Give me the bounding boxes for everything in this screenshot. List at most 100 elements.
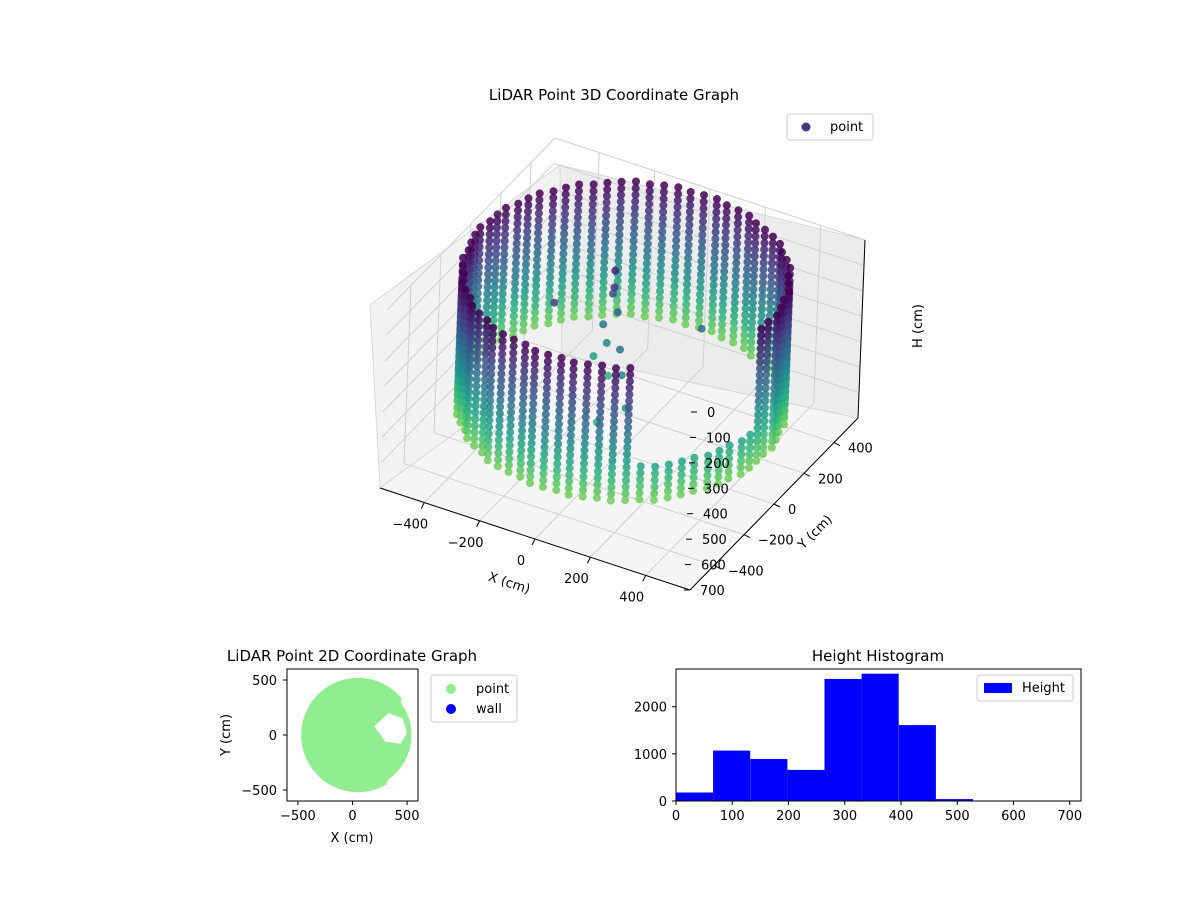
point-3d xyxy=(732,245,741,254)
point-3d xyxy=(464,246,473,255)
point-3d xyxy=(487,357,496,365)
point-3d xyxy=(523,220,532,229)
point-3d xyxy=(740,324,749,333)
point-3d xyxy=(609,437,618,445)
point-3d xyxy=(645,193,654,202)
point-3d xyxy=(658,221,667,230)
point-3d xyxy=(762,364,771,373)
point-3d xyxy=(486,396,495,405)
point-3d xyxy=(760,403,769,412)
point-3d xyxy=(524,194,533,203)
point-3d xyxy=(751,245,759,254)
point-3d xyxy=(656,280,665,289)
hist-bar xyxy=(787,769,825,801)
point-3d xyxy=(530,360,539,369)
point-3d xyxy=(493,217,502,225)
point-3d xyxy=(485,416,494,425)
point-3d xyxy=(669,315,678,324)
tick-mark xyxy=(642,575,647,582)
grid-line xyxy=(554,137,866,241)
point-3d xyxy=(565,477,574,486)
point-3d xyxy=(463,434,472,443)
point-3d xyxy=(673,196,682,205)
point-3d xyxy=(540,456,548,465)
point-3d xyxy=(710,261,719,270)
point-3d xyxy=(616,345,624,354)
point-3d xyxy=(625,390,634,399)
point-3d xyxy=(519,393,528,402)
point-3d xyxy=(746,351,755,360)
point-3d xyxy=(534,222,543,231)
y-tick-label-3d: 400 xyxy=(848,442,873,457)
point-3d xyxy=(621,483,630,491)
point-3d xyxy=(479,408,488,417)
point-3d xyxy=(520,300,529,309)
point-3d xyxy=(737,443,746,452)
point-3d xyxy=(474,322,483,331)
point-3d xyxy=(595,434,604,443)
point-3d xyxy=(745,463,753,472)
point-3d xyxy=(750,258,759,267)
point-3d xyxy=(582,400,591,409)
point-3d xyxy=(516,466,525,475)
point-3d xyxy=(498,283,507,292)
point-3d xyxy=(741,304,750,313)
point-3d xyxy=(776,239,784,248)
point-3d xyxy=(459,269,468,278)
point-3d xyxy=(521,340,530,349)
point-3d xyxy=(762,370,771,379)
point-3d xyxy=(553,453,562,461)
point-3d xyxy=(732,252,741,261)
ticks-hist: 0 100 200 300 400 500 600 700 0 1000 2000 xyxy=(634,701,1082,824)
point-3d xyxy=(484,270,493,279)
point-3d xyxy=(601,238,610,247)
point-3d xyxy=(773,311,781,320)
point-3d xyxy=(566,437,575,446)
point-3d xyxy=(484,250,493,259)
point-3d xyxy=(498,296,507,305)
point-3d xyxy=(512,239,521,248)
point-3d xyxy=(485,423,494,432)
point-3d xyxy=(603,185,612,194)
point-3d xyxy=(466,341,475,350)
point-3d xyxy=(548,213,557,222)
point-3d xyxy=(644,206,653,215)
point-3d xyxy=(659,207,668,216)
point-3d xyxy=(464,394,473,403)
point-3d xyxy=(734,206,743,215)
point-3d xyxy=(518,419,527,428)
point-3d xyxy=(622,463,631,472)
point-3d xyxy=(509,325,518,334)
point-3d xyxy=(556,315,565,324)
point-3d xyxy=(607,483,616,492)
point-3d xyxy=(737,456,746,465)
point-3d xyxy=(580,446,589,455)
point-3d xyxy=(524,207,532,216)
point-3d xyxy=(499,276,508,285)
point-3d xyxy=(629,230,638,239)
point-3d xyxy=(628,270,637,279)
point-3d xyxy=(758,291,767,300)
point-3d xyxy=(497,309,506,318)
point-3d xyxy=(710,247,719,256)
point-3d xyxy=(530,373,539,382)
point-3d xyxy=(655,307,664,316)
point-3d xyxy=(482,349,490,358)
point-3d xyxy=(574,207,583,215)
point-3d xyxy=(761,383,770,392)
point-3d xyxy=(491,256,500,265)
point-3d xyxy=(546,259,555,268)
point-3d xyxy=(596,407,605,416)
point-3d xyxy=(681,320,690,329)
point-3d xyxy=(568,404,576,413)
point-3d xyxy=(527,432,536,441)
point-3d xyxy=(458,278,467,287)
point-3d xyxy=(669,295,678,304)
point-3d xyxy=(673,209,682,218)
point-3d xyxy=(651,462,660,471)
point-3d xyxy=(697,250,706,259)
point-3d xyxy=(766,285,775,294)
point-3d xyxy=(512,246,521,254)
point-3d xyxy=(492,236,501,245)
point-3d xyxy=(768,430,777,439)
